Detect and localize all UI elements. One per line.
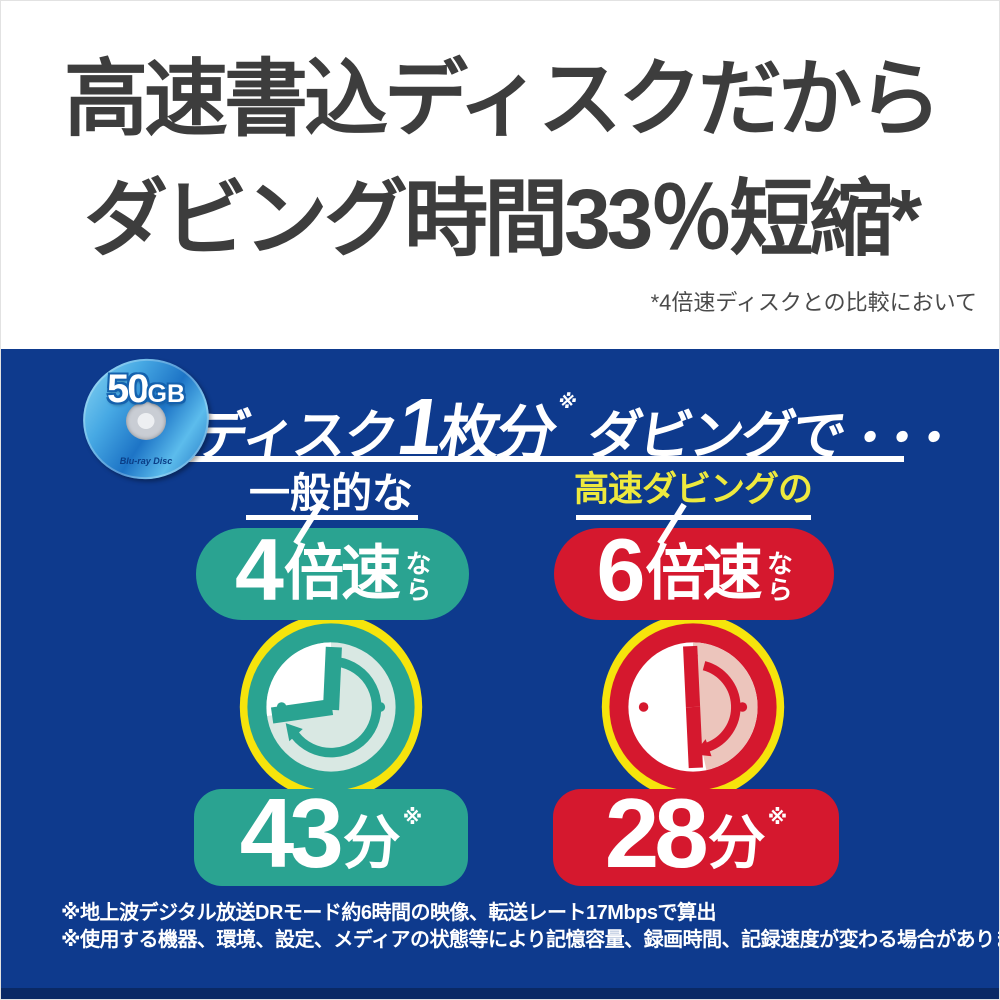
disclaimer-notes: ※地上波デジタル放送DRモード約6時間の映像、転送レート17Mbpsで算出 ※使… [61, 900, 1000, 954]
headline-line2: ダビング時間33％短縮* [83, 172, 922, 266]
standard-minutes-unit: 分 [342, 810, 401, 876]
clock-icon-4x [239, 613, 423, 801]
headline-footnote: *4倍速ディスクとの比較において [650, 290, 977, 315]
panel-title-part3: ダビングで [583, 406, 848, 466]
highspeed-speed-word: 倍速 [645, 540, 762, 607]
disclaimer-line-1: ※地上波デジタル放送DRモード約6時間の映像、転送レート17Mbpsで算出 [61, 902, 717, 924]
highspeed-column-label: 高速ダビングの [573, 470, 813, 509]
disc-capacity-label: 50GB [83, 367, 209, 412]
highspeed-speed-bubble: 6 倍速 なら [554, 520, 834, 620]
disclaimer-line-2: ※使用する機器、環境、設定、メディアの状態等により記憶容量、録画時間、記録速度が… [61, 929, 1000, 951]
disc-capacity-unit: GB [147, 380, 186, 408]
standard-minutes-plate: 43 分 ※ [194, 784, 468, 886]
bluray-disc-icon: 50GB Blu-ray Disc [71, 347, 221, 491]
standard-speed-word: 倍速 [283, 540, 401, 607]
panel-title-part2: 枚分 [435, 400, 559, 467]
standard-label-underline [246, 515, 418, 520]
standard-minutes-ref-mark: ※ [402, 807, 423, 829]
highspeed-speed-condition: なら [763, 550, 794, 602]
panel-title: ディスク 1 枚分 ※ ダビングで ・・・ [191, 381, 950, 471]
highspeed-minutes-plate: 28 分 ※ [553, 784, 839, 886]
highspeed-minutes-ref-mark: ※ [767, 807, 788, 829]
standard-minutes-value: 43 [239, 777, 344, 888]
panel-title-ellipsis: ・・・ [843, 412, 947, 464]
highspeed-minutes-value: 28 [604, 777, 709, 888]
bluray-logo: Blu-ray Disc [119, 456, 173, 466]
comparison-panel: 50GB Blu-ray Disc ディスク 1 枚分 ※ ダビングで ・・・ … [1, 347, 1000, 999]
headline-section: 高速書込ディスクだから ダビング時間33％短縮* *4倍速ディスクとの比較におい… [1, 1, 999, 349]
disc-hub [126, 402, 166, 441]
highspeed-minutes-unit: 分 [707, 810, 766, 876]
standard-column-label: 一般的な [249, 470, 413, 516]
clock-icon-6x [601, 613, 785, 801]
panel-title-part1: ディスク [190, 406, 400, 466]
headline-line1: 高速書込ディスクだから [63, 52, 942, 146]
standard-speed-number: 4 [235, 520, 284, 619]
title-underline [171, 456, 904, 462]
panel-title-ref-mark: ※ [556, 392, 579, 413]
standard-speed-bubble: 4 倍速 なら [196, 520, 469, 620]
disc-capacity-value: 50 [107, 367, 149, 411]
highspeed-speed-number: 6 [596, 520, 646, 619]
highspeed-label-underline [576, 515, 811, 520]
standard-speed-condition: なら [401, 550, 432, 602]
